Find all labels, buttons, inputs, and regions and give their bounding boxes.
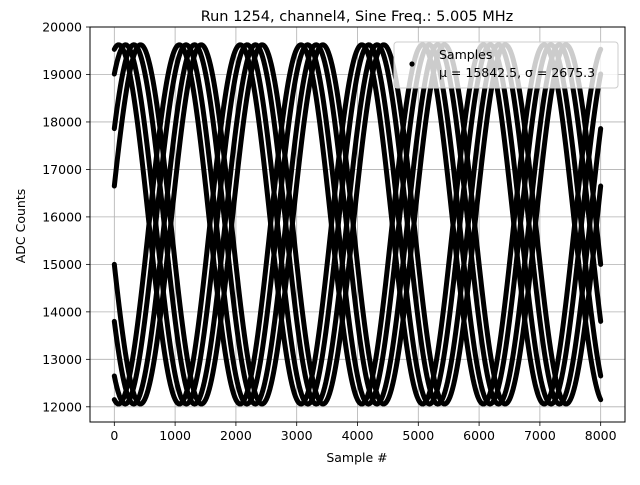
sample-trace: [111, 42, 604, 407]
legend: Samples μ = 15842.5, σ = 2675.3: [393, 41, 619, 89]
x-tick-label: 6000: [463, 428, 495, 443]
sample-trace: [111, 42, 604, 407]
y-tick-label: 13000: [42, 352, 82, 367]
legend-stats: μ = 15842.5, σ = 2675.3: [439, 65, 595, 80]
sample-trace: [111, 42, 604, 407]
y-tick-label: 14000: [42, 304, 82, 319]
legend-marker: [409, 61, 415, 67]
legend-label: Samples: [439, 47, 492, 62]
y-tick-label: 16000: [42, 209, 82, 224]
y-tick-label: 12000: [42, 399, 82, 414]
x-tick-label: 1000: [159, 428, 191, 443]
y-tick-label: 18000: [42, 114, 82, 129]
x-axis-ticks: 0 1000 2000 3000 4000 5000 6000 7000 8000: [110, 422, 617, 443]
x-tick-label: 5000: [402, 428, 434, 443]
sample-trace: [111, 42, 604, 407]
y-tick-label: 20000: [42, 20, 82, 35]
sample-trace: [111, 42, 604, 407]
y-tick-label: 15000: [42, 257, 82, 272]
x-tick-label: 7000: [524, 428, 556, 443]
x-tick-label: 2000: [220, 428, 252, 443]
chart-title: Run 1254, channel4, Sine Freq.: 5.005 MH…: [201, 9, 514, 25]
data-series: [111, 42, 604, 407]
x-tick-label: 4000: [342, 428, 374, 443]
y-tick-label: 17000: [42, 162, 82, 177]
sample-trace: [111, 42, 604, 407]
y-axis-label: ADC Counts: [13, 189, 28, 264]
x-tick-label: 0: [110, 428, 118, 443]
y-tick-label: 19000: [42, 67, 82, 82]
sample-trace: [111, 42, 604, 407]
y-axis-ticks: 12000 13000 14000 15000 16000 17000 18000 19000…: [42, 20, 90, 414]
x-tick-label: 3000: [281, 428, 313, 443]
x-tick-label: 8000: [585, 428, 617, 443]
legend-box: [393, 41, 619, 89]
x-axis-label: Sample #: [326, 450, 387, 465]
